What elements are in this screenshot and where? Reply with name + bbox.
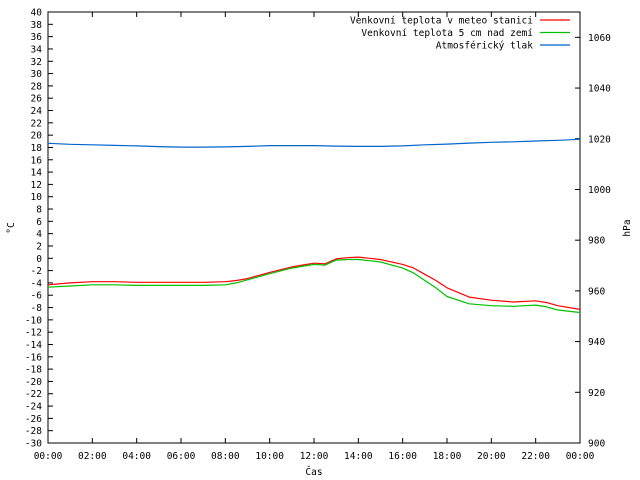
x-axis-title: Čas: [305, 466, 322, 478]
legend-label-2: Venkovní teplota 5 cm nad zemí: [361, 28, 533, 39]
y-tick-label: -8: [31, 303, 43, 314]
y-tick-label: 36: [31, 32, 43, 43]
x-tick-label: 12:00: [300, 451, 329, 462]
y2-tick-label: 1040: [588, 84, 611, 95]
y2-axis-title: hPa: [622, 219, 633, 236]
y-tick-label: 4: [36, 229, 42, 240]
x-tick-label: 14:00: [344, 451, 373, 462]
y2-tick-label: 980: [588, 236, 605, 247]
x-tick-label: 22:00: [521, 451, 550, 462]
series-line-2: [47, 258, 581, 314]
y-tick-label: 26: [31, 94, 43, 105]
y-tick-label: -30: [25, 439, 42, 450]
y-tick-label: 12: [31, 180, 42, 191]
y-tick-label: 18: [31, 143, 43, 154]
y-tick-label: -4: [31, 278, 43, 289]
y-tick-label: -16: [25, 352, 42, 363]
y-tick-label: -26: [25, 414, 42, 425]
y-tick-label: 8: [36, 205, 42, 216]
y-tick-label: -2: [31, 266, 42, 277]
y2-tick-label: 940: [588, 337, 605, 348]
plot-frame: [47, 11, 581, 444]
y-tick-label: 6: [36, 217, 42, 228]
y-tick-label: -6: [31, 291, 43, 302]
y-tick-label: -14: [25, 340, 42, 351]
y-tick-label: -28: [25, 426, 42, 437]
y2-tick-label: 960: [588, 286, 605, 297]
plot-series: [47, 138, 581, 314]
y-tick-label: -20: [25, 377, 42, 388]
x-tick-label: 06:00: [167, 451, 196, 462]
y2-tick-label: 920: [588, 388, 605, 399]
x-tick-label: 00:00: [566, 451, 595, 462]
y-tick-label: 10: [31, 192, 43, 203]
y-tick-label: 0: [36, 254, 42, 265]
x-tick-label: 08:00: [211, 451, 240, 462]
y-tick-label: 24: [31, 106, 43, 117]
axes: -30-28-26-24-22-20-18-16-14-12-10-8-6-4-…: [25, 8, 611, 463]
legend-label-3: Atmosférický tlak: [436, 41, 534, 52]
x-tick-label: 18:00: [433, 451, 462, 462]
y-tick-label: 40: [31, 8, 43, 19]
y-tick-label: 20: [31, 131, 43, 142]
y-tick-label: 38: [31, 20, 43, 31]
legend: Venkovní teplota v meteo staniciVenkovní…: [350, 16, 570, 52]
series-line-1: [47, 256, 581, 310]
x-tick-label: 16:00: [388, 451, 417, 462]
y-tick-label: -10: [25, 315, 42, 326]
y-tick-label: 14: [31, 168, 43, 179]
y-tick-label: 22: [31, 118, 42, 129]
x-tick-label: 10:00: [255, 451, 284, 462]
x-tick-label: 04:00: [122, 451, 151, 462]
y2-tick-label: 1020: [588, 134, 611, 145]
y-tick-label: -24: [25, 402, 42, 413]
y-tick-label: -22: [25, 389, 42, 400]
y-tick-label: 32: [31, 57, 42, 68]
legend-label-1: Venkovní teplota v meteo stanici: [350, 16, 533, 27]
y2-tick-label: 1060: [588, 33, 611, 44]
y2-tick-label: 900: [588, 439, 605, 450]
y-tick-label: -12: [25, 328, 42, 339]
y-tick-label: 16: [31, 155, 43, 166]
y-tick-label: 34: [31, 44, 43, 55]
series-line-3: [47, 138, 581, 148]
x-tick-label: 20:00: [477, 451, 506, 462]
y-tick-label: -18: [25, 365, 42, 376]
y-tick-label: 28: [31, 81, 43, 92]
y-axis-title: °C: [6, 222, 17, 233]
y-tick-label: 30: [31, 69, 43, 80]
y-tick-label: 2: [36, 241, 42, 252]
x-tick-label: 02:00: [78, 451, 107, 462]
x-tick-label: 00:00: [34, 451, 63, 462]
y2-tick-label: 1000: [588, 185, 611, 196]
